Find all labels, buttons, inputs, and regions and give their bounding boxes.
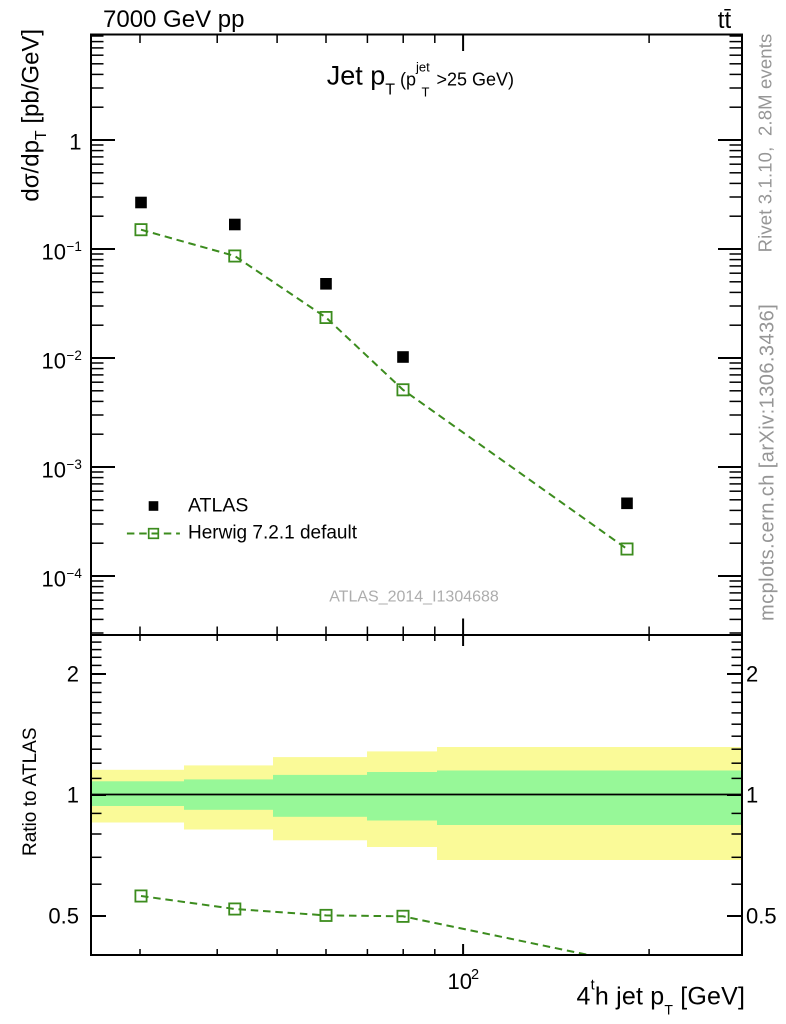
svg-text:Herwig 7.2.1 default: Herwig 7.2.1 default: [188, 523, 358, 544]
svg-text:10: 10: [448, 969, 472, 994]
svg-text:Rivet 3.1.10, 2.8M events: Rivet 3.1.10, 2.8M events: [755, 34, 776, 253]
svg-text:0.5: 0.5: [746, 904, 777, 929]
svg-text:ATLAS: ATLAS: [188, 495, 248, 517]
svg-text:ATLAS_2014_I1304688: ATLAS_2014_I1304688: [329, 589, 499, 606]
svg-text:1: 1: [67, 783, 79, 808]
svg-text:0.5: 0.5: [48, 904, 79, 929]
svg-text:−1: −1: [67, 239, 82, 254]
svg-text:mcplots.cern.ch [arXiv:1306.34: mcplots.cern.ch [arXiv:1306.3436]: [757, 304, 779, 621]
svg-text:10: 10: [42, 567, 66, 592]
svg-text:−4: −4: [67, 566, 83, 581]
svg-text:2: 2: [67, 662, 79, 687]
svg-text:Ratio to ATLAS: Ratio to ATLAS: [20, 728, 41, 857]
svg-text:−3: −3: [67, 457, 82, 472]
svg-text:10: 10: [42, 458, 66, 483]
svg-text:1: 1: [746, 783, 758, 808]
svg-text:−2: −2: [67, 348, 82, 363]
svg-text:2: 2: [471, 967, 479, 983]
svg-text:10: 10: [42, 349, 66, 374]
svg-text:7000 GeV pp: 7000 GeV pp: [103, 6, 244, 33]
svg-text:1: 1: [69, 130, 81, 155]
svg-text:10: 10: [42, 240, 66, 265]
svg-text:2: 2: [746, 662, 758, 687]
svg-text:tt̄: tt̄: [718, 7, 732, 34]
